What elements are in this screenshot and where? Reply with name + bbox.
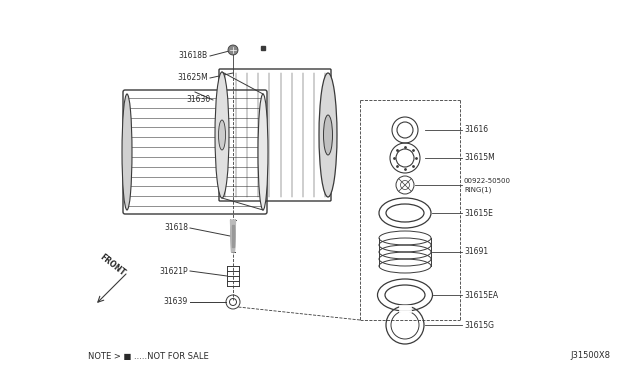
Ellipse shape <box>218 120 225 150</box>
Ellipse shape <box>215 72 229 198</box>
Text: 31625M: 31625M <box>177 74 208 83</box>
Ellipse shape <box>258 94 268 210</box>
Text: 00922-50500: 00922-50500 <box>464 178 511 184</box>
Text: 31615G: 31615G <box>464 321 494 330</box>
Text: 31615E: 31615E <box>464 208 493 218</box>
Text: 31639: 31639 <box>164 298 188 307</box>
Text: J31500X8: J31500X8 <box>570 352 610 360</box>
Text: 31618: 31618 <box>164 224 188 232</box>
Text: FRONT: FRONT <box>98 253 126 278</box>
Text: 31615EA: 31615EA <box>464 291 498 299</box>
Ellipse shape <box>122 94 132 210</box>
Ellipse shape <box>323 115 333 155</box>
Text: 31691: 31691 <box>464 247 488 257</box>
Text: RING(1): RING(1) <box>464 187 492 193</box>
Polygon shape <box>232 225 234 247</box>
Text: 31618B: 31618B <box>179 51 208 61</box>
Polygon shape <box>230 220 236 252</box>
Text: 31616: 31616 <box>464 125 488 135</box>
Ellipse shape <box>319 73 337 197</box>
Text: 31615M: 31615M <box>464 154 495 163</box>
Circle shape <box>228 45 238 55</box>
Text: 31630: 31630 <box>187 96 211 105</box>
Text: 31621P: 31621P <box>159 266 188 276</box>
Text: NOTE > ■ .....NOT FOR SALE: NOTE > ■ .....NOT FOR SALE <box>88 352 209 360</box>
